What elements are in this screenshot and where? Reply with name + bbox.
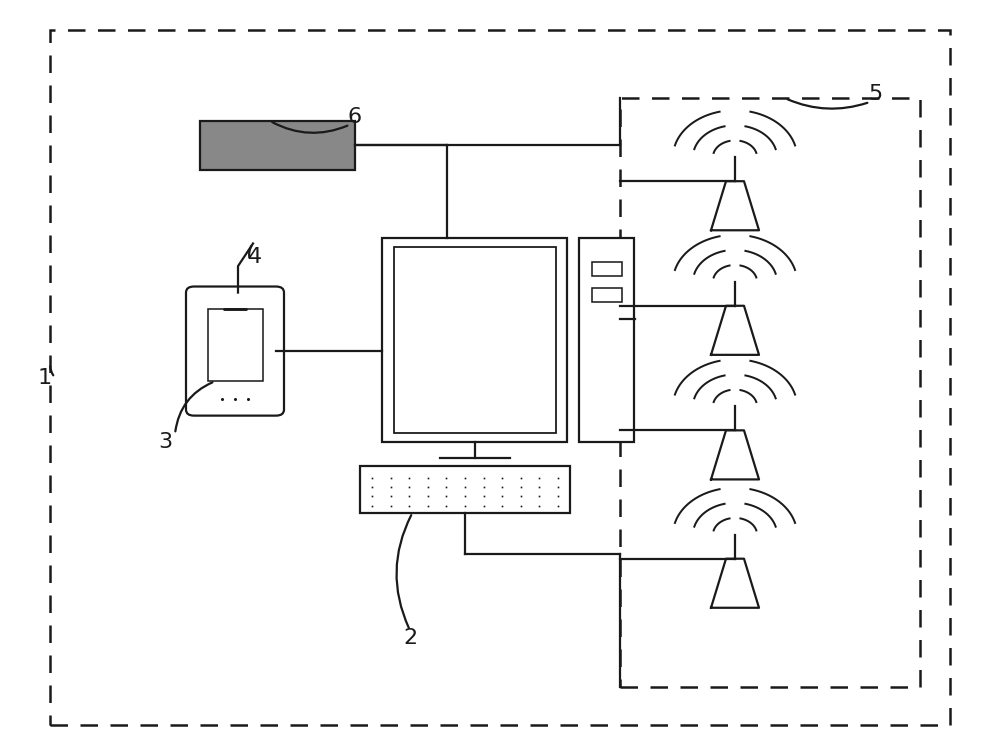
Bar: [382, 238, 567, 442]
Text: 1: 1: [38, 368, 52, 387]
Text: 3: 3: [158, 432, 172, 451]
FancyBboxPatch shape: [186, 286, 284, 415]
Bar: [200, 121, 355, 170]
Bar: [592, 288, 622, 302]
Text: 6: 6: [348, 107, 362, 127]
Bar: [620, 98, 920, 687]
Bar: [579, 238, 634, 442]
Text: 5: 5: [868, 85, 882, 104]
Bar: [394, 247, 556, 433]
Bar: [592, 262, 622, 276]
Text: 2: 2: [403, 628, 417, 648]
Text: 4: 4: [248, 247, 262, 267]
Bar: [360, 466, 570, 513]
Bar: [208, 310, 262, 381]
